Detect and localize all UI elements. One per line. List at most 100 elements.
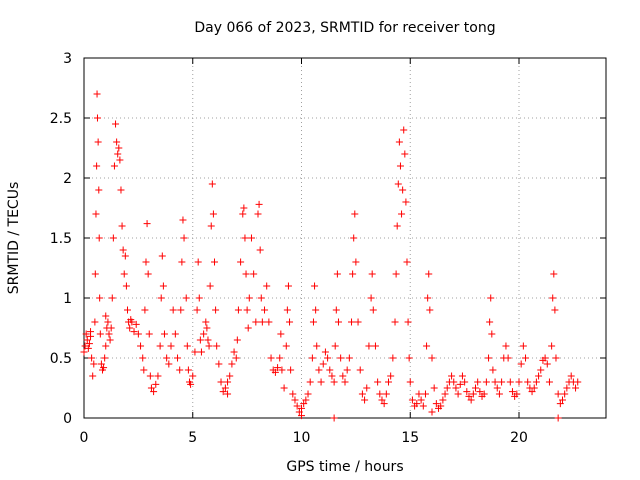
data-point bbox=[124, 306, 131, 314]
data-point bbox=[554, 390, 562, 398]
data-point bbox=[126, 324, 134, 332]
data-point bbox=[204, 336, 212, 344]
data-point bbox=[263, 282, 271, 290]
data-point bbox=[215, 360, 223, 368]
data-point bbox=[224, 378, 232, 386]
data-point bbox=[240, 204, 248, 212]
data-point bbox=[200, 330, 208, 338]
data-point bbox=[228, 360, 236, 368]
data-point bbox=[109, 234, 117, 242]
data-point bbox=[341, 378, 349, 386]
data-point bbox=[369, 306, 377, 314]
data-point bbox=[257, 294, 265, 302]
data-point bbox=[178, 258, 186, 266]
data-point bbox=[232, 354, 240, 362]
data-point bbox=[139, 354, 147, 362]
y-tick-label: 2 bbox=[63, 171, 72, 187]
data-point bbox=[428, 354, 436, 362]
data-point bbox=[254, 210, 262, 218]
data-point bbox=[398, 210, 406, 218]
data-point bbox=[112, 120, 120, 128]
data-point bbox=[287, 366, 295, 374]
data-point bbox=[309, 318, 317, 326]
data-point bbox=[219, 388, 227, 396]
data-point bbox=[463, 388, 471, 396]
data-point bbox=[330, 414, 338, 422]
data-point bbox=[428, 408, 436, 416]
data-point bbox=[242, 270, 250, 278]
data-point bbox=[350, 234, 358, 242]
data-point bbox=[202, 318, 210, 326]
data-point bbox=[217, 378, 225, 386]
data-point bbox=[333, 270, 341, 278]
data-point bbox=[465, 392, 473, 400]
data-point bbox=[424, 294, 432, 302]
data-point bbox=[289, 390, 297, 398]
data-point bbox=[403, 258, 411, 266]
data-point bbox=[393, 222, 401, 230]
data-point bbox=[145, 330, 153, 338]
data-point bbox=[421, 390, 429, 398]
data-point bbox=[117, 186, 125, 194]
data-point bbox=[380, 400, 388, 408]
data-point bbox=[203, 324, 211, 332]
data-point bbox=[524, 378, 532, 386]
data-point bbox=[402, 198, 410, 206]
data-point bbox=[245, 294, 253, 302]
data-point bbox=[485, 354, 493, 362]
data-point bbox=[118, 222, 126, 230]
data-point bbox=[443, 384, 451, 392]
data-point bbox=[180, 234, 188, 242]
data-point bbox=[572, 384, 580, 392]
data-point bbox=[415, 390, 423, 398]
data-point bbox=[276, 354, 284, 362]
data-point bbox=[91, 318, 99, 326]
data-point bbox=[358, 390, 366, 398]
data-point bbox=[382, 390, 390, 398]
data-point bbox=[140, 366, 148, 374]
data-point bbox=[96, 330, 104, 338]
data-point bbox=[189, 372, 197, 380]
data-point bbox=[532, 378, 540, 386]
data-point bbox=[392, 270, 400, 278]
data-point bbox=[395, 138, 403, 146]
data-point bbox=[291, 396, 299, 404]
data-point bbox=[508, 388, 516, 396]
axis-ticks: 0 5 10 15 20 0 0.5 1 1.5 2 2.5 3 bbox=[50, 51, 606, 446]
data-point bbox=[102, 312, 110, 320]
data-point bbox=[378, 396, 386, 404]
data-point bbox=[106, 336, 114, 344]
data-point bbox=[165, 360, 173, 368]
data-point bbox=[495, 390, 503, 398]
data-point bbox=[332, 306, 340, 314]
data-point bbox=[143, 220, 151, 228]
data-point bbox=[150, 388, 158, 396]
data-point bbox=[352, 258, 360, 266]
data-point bbox=[256, 246, 264, 254]
data-point bbox=[551, 306, 559, 314]
data-point bbox=[177, 306, 185, 314]
data-point bbox=[205, 342, 213, 350]
data-point bbox=[93, 90, 101, 98]
data-point bbox=[326, 366, 334, 374]
data-point bbox=[221, 384, 229, 392]
data-point bbox=[127, 316, 135, 324]
data-point bbox=[376, 390, 384, 398]
data-point bbox=[184, 366, 192, 374]
data-point bbox=[441, 390, 449, 398]
data-point bbox=[458, 372, 466, 380]
data-point bbox=[88, 354, 96, 362]
data-point bbox=[425, 270, 433, 278]
data-point bbox=[277, 330, 285, 338]
data-point bbox=[116, 156, 124, 164]
data-point bbox=[567, 372, 575, 380]
data-point bbox=[163, 354, 171, 362]
data-point bbox=[401, 150, 409, 158]
data-point bbox=[207, 222, 215, 230]
data-point bbox=[368, 270, 376, 278]
data-point bbox=[561, 390, 569, 398]
data-point bbox=[295, 408, 303, 416]
data-point bbox=[102, 342, 110, 350]
data-point bbox=[94, 138, 102, 146]
data-point bbox=[96, 294, 104, 302]
